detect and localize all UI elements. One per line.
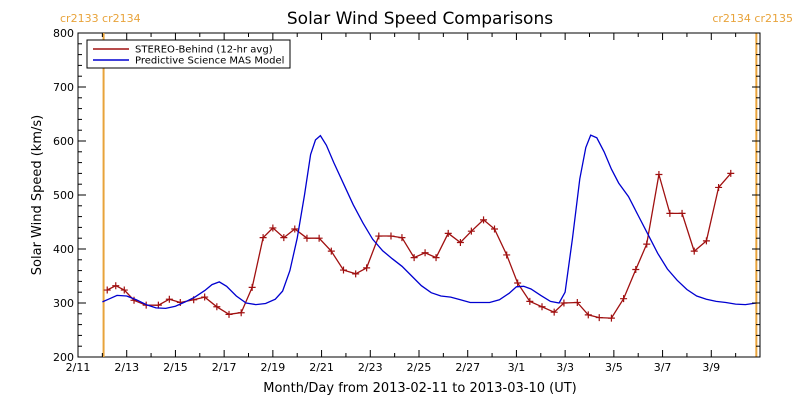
data-point-s0-35	[503, 251, 511, 259]
y-axis-label: Solar Wind Speed (km/s)	[30, 115, 45, 275]
data-point-s0-33	[480, 216, 488, 224]
data-point-s0-17	[291, 225, 299, 233]
x-tick-label-2: 2/15	[163, 361, 188, 374]
x-tick-label-13: 3/9	[702, 361, 720, 374]
data-point-s0-15	[269, 224, 277, 232]
data-point-s0-0	[103, 286, 111, 294]
series-line-1	[102, 134, 757, 310]
y-tick-label-0: 200	[53, 351, 74, 364]
data-point-s0-49	[666, 209, 674, 217]
data-point-s0-42	[584, 311, 592, 319]
y-tick-label-2: 400	[53, 243, 74, 256]
data-point-s0-1	[112, 282, 120, 290]
data-point-s0-52	[702, 237, 710, 245]
data-point-s0-36	[514, 279, 522, 287]
data-point-s0-20	[327, 247, 335, 255]
data-point-s0-53	[715, 183, 723, 191]
data-point-s0-45	[620, 295, 628, 303]
data-point-s0-14	[259, 234, 267, 242]
data-point-s0-29	[432, 254, 440, 262]
y-tick-label-4: 600	[53, 135, 74, 148]
x-tick-label-6: 2/23	[358, 361, 383, 374]
data-point-s0-22	[352, 270, 360, 278]
carrington-label-1: cr2134 cr2135	[712, 12, 793, 25]
data-point-s0-11	[225, 310, 233, 318]
x-tick-label-3: 2/17	[212, 361, 237, 374]
y-tick-label-6: 800	[53, 27, 74, 40]
data-point-s0-34	[491, 225, 499, 233]
x-axis-ticks: 2/11 2/13 2/15 2/17 2/19 2/21 2/23 2/25 2/27 3/1 3…	[66, 33, 737, 374]
x-tick-label-7: 2/25	[407, 361, 432, 374]
data-point-s0-51	[690, 247, 698, 255]
data-point-s0-43	[595, 314, 603, 322]
data-point-s0-19	[315, 234, 323, 242]
plot-frame	[77, 32, 761, 358]
data-point-s0-54	[727, 169, 735, 177]
data-point-s0-40	[560, 299, 568, 307]
data-point-s0-12	[237, 309, 245, 317]
x-tick-label-10: 3/3	[556, 361, 574, 374]
plot-area	[77, 32, 761, 358]
x-tick-label-12: 3/7	[654, 361, 672, 374]
y-tick-label-1: 300	[53, 297, 74, 310]
data-point-s0-25	[387, 232, 395, 240]
legend: STEREO-Behind (12-hr avg)Predictive Scie…	[86, 39, 291, 69]
data-point-s0-2	[120, 286, 128, 294]
legend-label-1: Predictive Science MAS Model	[135, 56, 284, 67]
data-point-s0-9	[201, 293, 209, 301]
data-point-s0-31	[456, 239, 464, 247]
data-point-s0-44	[607, 314, 615, 322]
x-tick-label-9: 3/1	[508, 361, 526, 374]
data-point-s0-13	[248, 283, 256, 291]
chart-title: Solar Wind Speed Comparisons	[287, 9, 553, 29]
legend-label-0: STEREO-Behind (12-hr avg)	[135, 45, 273, 56]
x-tick-label-5: 2/21	[309, 361, 334, 374]
data-point-s0-26	[398, 234, 406, 242]
y-tick-label-3: 500	[53, 189, 74, 202]
legend-box	[86, 39, 291, 69]
data-point-s0-27	[410, 254, 418, 262]
data-point-s0-24	[375, 232, 383, 240]
x-tick-label-4: 2/19	[261, 361, 286, 374]
data-point-s0-41	[573, 298, 581, 306]
data-point-s0-37	[526, 297, 534, 305]
x-tick-label-8: 2/27	[455, 361, 480, 374]
data-point-s0-46	[632, 266, 640, 274]
x-tick-label-0: 2/11	[66, 361, 91, 374]
data-point-s0-28	[421, 249, 429, 257]
carrington-labels: cr2133 cr2134 cr2134 cr2135	[60, 12, 793, 25]
y-tick-label-5: 700	[53, 81, 74, 94]
data-point-s0-38	[538, 303, 546, 311]
carrington-label-0: cr2133 cr2134	[60, 12, 141, 25]
x-tick-label-11: 3/5	[605, 361, 623, 374]
y-axis-ticks: 200 300 400 500 600 700 800	[53, 27, 760, 364]
series-line-0	[106, 172, 732, 319]
x-tick-label-1: 2/13	[114, 361, 139, 374]
data-point-s0-30	[444, 229, 452, 237]
data-point-s0-50	[678, 209, 686, 217]
x-axis-label: Month/Day from 2013-02-11 to 2013-03-10 …	[263, 381, 576, 396]
data-point-s0-48	[655, 170, 663, 178]
data-point-s0-47	[643, 240, 651, 248]
data-point-s0-6	[165, 295, 173, 303]
data-point-s0-39	[550, 308, 558, 316]
data-point-s0-18	[303, 234, 311, 242]
data-point-s0-21	[339, 266, 347, 274]
data-point-s0-32	[467, 227, 475, 235]
data-point-s0-23	[363, 264, 371, 272]
data-point-s0-10	[213, 303, 221, 311]
data-point-s0-16	[280, 234, 288, 242]
